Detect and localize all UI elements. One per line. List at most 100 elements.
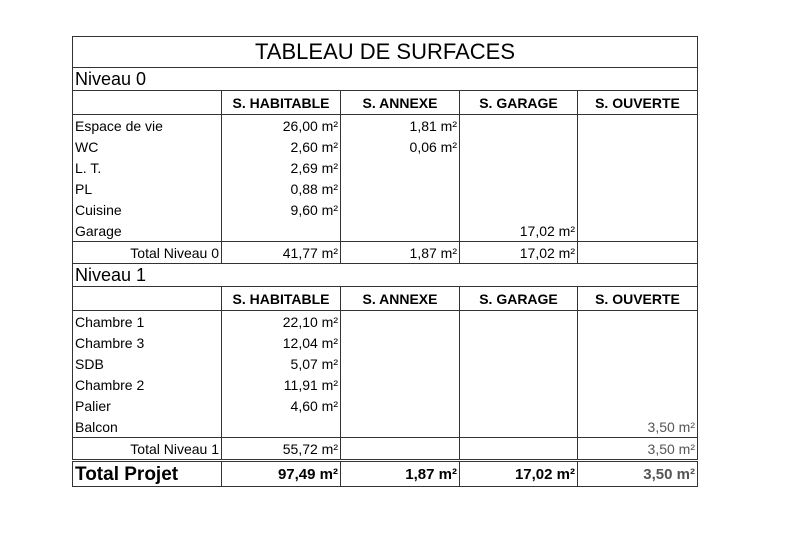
area-habitable: 22,10 m² [221,310,341,332]
area-habitable: 26,00 m² [221,114,341,136]
column-header: S. GARAGE [459,286,578,311]
area-ouverte [577,353,698,374]
table-row: WC 2,60 m² 0,06 m² [72,136,698,157]
area-annexe [340,395,460,416]
column-header: S. OUVERTE [577,90,698,115]
column-header: S. ANNEXE [340,90,460,115]
area-garage [459,199,578,220]
area-garage: 17,02 m² [459,220,578,242]
level-total-row: Total Niveau 1 55,72 m² 3,50 m² [72,437,698,461]
area-habitable [221,220,341,242]
area-ouverte [577,395,698,416]
area-ouverte [577,310,698,332]
area-ouverte [577,114,698,136]
area-ouverte [577,178,698,199]
area-habitable: 2,69 m² [221,157,341,178]
area-annexe [340,220,460,242]
total-ouverte [577,241,698,264]
table-row: Chambre 2 11,91 m² [72,374,698,395]
room-label: Chambre 2 [72,374,222,395]
area-ouverte: 3,50 m² [577,416,698,438]
column-header-row: S. HABITABLE S. ANNEXE S. GARAGE S. OUVERTE [72,286,698,311]
room-label: Balcon [72,416,222,438]
room-label: L. T. [72,157,222,178]
level-total-row: Total Niveau 0 41,77 m² 1,87 m² 17,02 m² [72,241,698,264]
room-label: Chambre 1 [72,310,222,332]
level-name: Niveau 1 [72,263,698,287]
area-ouverte [577,136,698,157]
table-row: Espace de vie 26,00 m² 1,81 m² [72,114,698,136]
area-habitable: 5,07 m² [221,353,341,374]
area-garage [459,178,578,199]
table-row: PL 0,88 m² [72,178,698,199]
area-ouverte [577,199,698,220]
table-row: Cuisine 9,60 m² [72,199,698,220]
area-annexe: 1,81 m² [340,114,460,136]
column-header: S. HABITABLE [221,90,341,115]
grand-total-habitable: 97,49 m² [221,459,341,487]
area-garage [459,374,578,395]
grand-total-row: Total Projet 97,49 m² 1,87 m² 17,02 m² 3,50 … [72,459,698,487]
column-header: S. ANNEXE [340,286,460,311]
column-header: S. HABITABLE [221,286,341,311]
area-annexe [340,416,460,438]
area-ouverte [577,220,698,242]
area-ouverte [577,374,698,395]
area-garage [459,332,578,353]
area-annexe [340,310,460,332]
area-habitable: 0,88 m² [221,178,341,199]
surfaces-table: TABLEAU DE SURFACES Niveau 0 S. HABITABLE… [72,36,698,487]
empty-header-cell [72,90,222,115]
area-annexe [340,178,460,199]
table-row: Palier 4,60 m² [72,395,698,416]
area-habitable: 9,60 m² [221,199,341,220]
level-name: Niveau 0 [72,67,698,91]
table-title: TABLEAU DE SURFACES [72,36,698,68]
area-habitable: 2,60 m² [221,136,341,157]
table-row: SDB 5,07 m² [72,353,698,374]
area-habitable: 12,04 m² [221,332,341,353]
total-label: Total Niveau 0 [72,241,222,264]
total-garage: 17,02 m² [459,241,578,264]
total-habitable: 55,72 m² [221,437,341,461]
room-label: PL [72,178,222,199]
room-label: Cuisine [72,199,222,220]
area-annexe [340,332,460,353]
area-annexe [340,199,460,220]
area-garage [459,114,578,136]
area-habitable [221,416,341,438]
empty-header-cell [72,286,222,311]
table-row: Balcon 3,50 m² [72,416,698,438]
area-garage [459,416,578,438]
room-label: Palier [72,395,222,416]
grand-total-annexe: 1,87 m² [340,459,460,487]
grand-total-label: Total Projet [72,459,222,487]
area-ouverte [577,332,698,353]
room-label: Espace de vie [72,114,222,136]
grand-total-ouverte: 3,50 m² [577,459,698,487]
total-label: Total Niveau 1 [72,437,222,461]
column-header: S. GARAGE [459,90,578,115]
area-annexe: 0,06 m² [340,136,460,157]
table-row: L. T. 2,69 m² [72,157,698,178]
area-garage [459,157,578,178]
area-garage [459,395,578,416]
room-label: WC [72,136,222,157]
area-habitable: 11,91 m² [221,374,341,395]
area-annexe [340,374,460,395]
column-header: S. OUVERTE [577,286,698,311]
room-label: SDB [72,353,222,374]
total-garage [459,437,578,461]
area-annexe [340,157,460,178]
area-ouverte [577,157,698,178]
total-habitable: 41,77 m² [221,241,341,264]
total-annexe [340,437,460,461]
table-row: Chambre 3 12,04 m² [72,332,698,353]
level-heading: Niveau 0 [72,67,698,91]
room-label: Garage [72,220,222,242]
table-row: Garage 17,02 m² [72,220,698,242]
total-annexe: 1,87 m² [340,241,460,264]
area-habitable: 4,60 m² [221,395,341,416]
room-label: Chambre 3 [72,332,222,353]
total-ouverte: 3,50 m² [577,437,698,461]
